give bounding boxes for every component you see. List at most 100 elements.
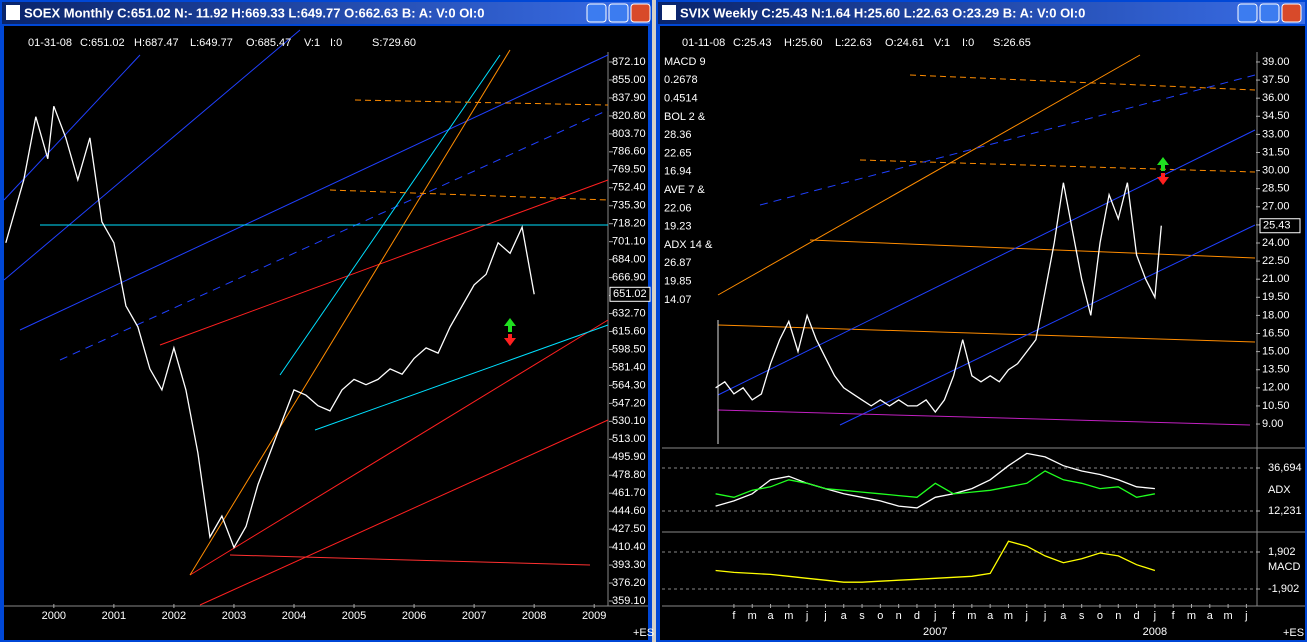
y-tick-label: 718.20	[612, 218, 646, 230]
legend-entry: 19.23	[664, 221, 692, 233]
x-tick-label: j	[805, 610, 808, 622]
app-icon	[662, 5, 676, 20]
x-tick-label: a	[1207, 610, 1214, 622]
panel-label: MACD	[1268, 561, 1300, 573]
year-label: 2008	[1143, 626, 1167, 638]
x-tick-label: f	[732, 610, 736, 622]
trend-line	[329, 189, 609, 201]
up-arrow	[504, 318, 516, 332]
y-tick-label: 461.70	[612, 487, 646, 499]
y-tick-label: 752.40	[612, 182, 646, 194]
maximize-button[interactable]	[1259, 3, 1280, 23]
info-field: V:1	[934, 37, 950, 49]
y-tick-label: 598.50	[612, 343, 646, 355]
legend-entry: 22.65	[664, 147, 692, 159]
x-tick-label: o	[877, 610, 883, 622]
y-tick-label: 12.00	[1262, 382, 1290, 394]
x-tick-label: 2007	[462, 610, 486, 622]
y-tick-label: 376.20	[612, 577, 646, 589]
minimize-button[interactable]	[1237, 3, 1258, 23]
x-tick-label: a	[1060, 610, 1067, 622]
info-field: 01-11-08	[682, 37, 725, 49]
info-field: C:651.02	[80, 37, 125, 49]
title-bar[interactable]	[2, 2, 650, 24]
trend-line	[189, 49, 511, 576]
price-marker	[609, 286, 651, 302]
price-marker-label: 25.43	[1263, 220, 1291, 232]
x-tick-label: 2006	[402, 610, 426, 622]
trend-line	[159, 179, 609, 346]
trend-line	[229, 554, 591, 566]
y-tick-label: 786.60	[612, 146, 646, 158]
y-tick-label: 1,902	[1268, 546, 1296, 558]
y-tick-label: 22.50	[1262, 255, 1290, 267]
y-tick-label: 735.30	[612, 200, 646, 212]
panel-label: ADX	[1268, 484, 1291, 496]
price-line	[715, 470, 1156, 498]
y-tick-label: 33.00	[1262, 128, 1290, 140]
y-tick-label: 30.00	[1262, 164, 1290, 176]
x-tick-label: s	[1079, 610, 1085, 622]
app-icon	[6, 5, 20, 20]
info-field: O:685.47	[246, 37, 291, 49]
y-tick-label: 10.50	[1262, 400, 1290, 412]
maximize-button[interactable]	[608, 3, 629, 23]
title-bar[interactable]	[658, 2, 1305, 24]
x-tick-label: 2005	[342, 610, 366, 622]
y-tick-label: 427.50	[612, 523, 646, 535]
y-tick-label: 13.50	[1262, 364, 1290, 376]
y-tick-label: 359.10	[612, 595, 646, 607]
trend-line	[839, 224, 1256, 426]
info-field: H:25.60	[784, 37, 823, 49]
info-field: O:24.61	[885, 37, 924, 49]
y-tick-label: 632.70	[612, 307, 646, 319]
down-arrow	[1157, 173, 1169, 185]
y-tick-label: 16.50	[1262, 327, 1290, 339]
x-tick-label: 2008	[522, 610, 546, 622]
corner-label: +ES	[1283, 627, 1304, 639]
y-tick-label: 393.30	[612, 559, 646, 571]
x-tick-label: m	[1004, 610, 1013, 622]
minimize-button[interactable]	[586, 3, 607, 23]
y-tick-label: 12,231	[1268, 505, 1302, 517]
y-tick-label: 666.90	[612, 272, 646, 284]
info-field: I:0	[962, 37, 974, 49]
x-tick-label: 2004	[282, 610, 306, 622]
y-tick-label: 15.00	[1262, 346, 1290, 358]
x-tick-label: 2009	[582, 610, 606, 622]
y-tick-label: 24.00	[1262, 237, 1290, 249]
trend-line	[279, 54, 501, 376]
legend-entry: 28.36	[664, 129, 692, 141]
legend-entry: AVE 7 &	[664, 184, 705, 196]
price-marker	[1259, 218, 1301, 234]
y-tick-label: 820.80	[612, 110, 646, 122]
close-button[interactable]	[1281, 3, 1302, 23]
window-title: SOEX Monthly C:651.02 N:- 11.92 H:669.33…	[24, 5, 484, 20]
y-tick-label: -1,902	[1268, 583, 1299, 595]
chart-area	[4, 26, 648, 640]
y-tick-label: 615.60	[612, 325, 646, 337]
info-field: 01-31-08	[28, 37, 72, 49]
corner-label: +ES	[633, 627, 654, 639]
trend-line	[3, 29, 301, 281]
x-tick-label: m	[1224, 610, 1233, 622]
info-field: L:649.77	[190, 37, 233, 49]
close-button[interactable]	[630, 3, 651, 23]
price-line	[715, 540, 1156, 583]
x-tick-label: j	[823, 610, 826, 622]
y-tick-label: 444.60	[612, 505, 646, 517]
info-field: S:729.60	[372, 37, 416, 49]
window-title: SVIX Weekly C:25.43 N:1.64 H:25.60 L:22.…	[680, 5, 1085, 20]
x-tick-label: f	[1172, 610, 1176, 622]
trend-line	[189, 319, 609, 576]
price-marker-label: 651.02	[613, 288, 647, 300]
y-tick-label: 410.40	[612, 541, 646, 553]
y-tick-label: 547.20	[612, 397, 646, 409]
y-tick-label: 837.90	[612, 92, 646, 104]
y-tick-label: 39.00	[1262, 56, 1290, 68]
x-tick-label: 2002	[162, 610, 186, 622]
window-buttons	[586, 3, 1302, 23]
trend-line	[199, 419, 609, 606]
